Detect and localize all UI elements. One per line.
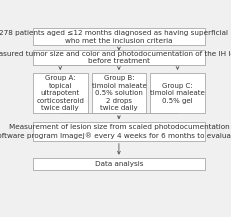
FancyBboxPatch shape: [33, 50, 204, 65]
FancyBboxPatch shape: [33, 158, 204, 170]
Text: Measured tumor size and color and photodocumentation of the IH lesion
before tre: Measured tumor size and color and photod…: [0, 51, 231, 64]
Text: Group A:
topical
ultrapotent
corticosteroid
twice daily: Group A: topical ultrapotent corticoster…: [36, 75, 84, 111]
FancyBboxPatch shape: [33, 73, 87, 113]
Text: 278 patients aged ≤12 months diagnosed as having superficial IH
who met the incl: 278 patients aged ≤12 months diagnosed a…: [0, 30, 231, 44]
Text: Group B:
timolol maleate
0.5% solution
2 drops
twice daily: Group B: timolol maleate 0.5% solution 2…: [91, 75, 146, 111]
FancyBboxPatch shape: [91, 73, 146, 113]
Text: Measurement of lesion size from scaled photodocumentation
with the software prog: Measurement of lesion size from scaled p…: [0, 124, 231, 139]
FancyBboxPatch shape: [149, 73, 204, 113]
Text: Data analysis: Data analysis: [94, 161, 143, 167]
FancyBboxPatch shape: [33, 28, 204, 45]
Text: Group C:
timolol maleate
0.5% gel: Group C: timolol maleate 0.5% gel: [149, 82, 204, 104]
FancyBboxPatch shape: [33, 122, 204, 141]
